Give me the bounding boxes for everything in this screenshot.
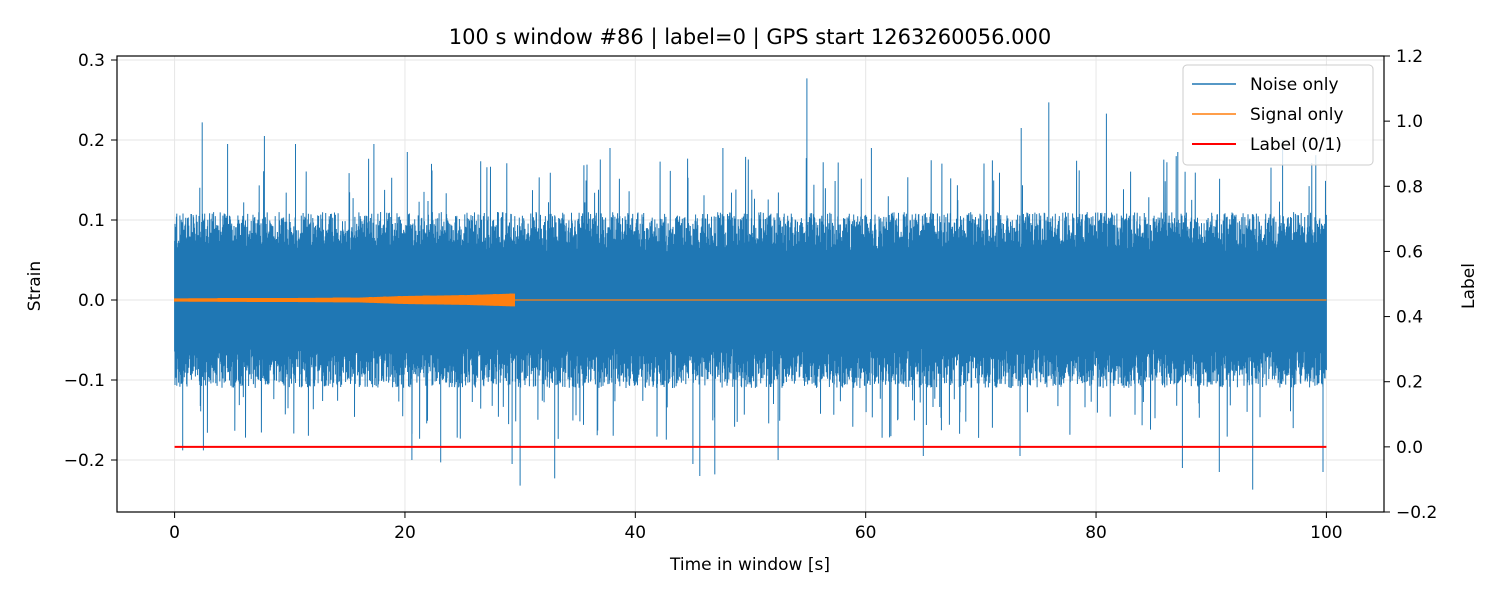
y2-tick-label: 0.4 xyxy=(1396,308,1423,328)
y-tick-label: 0.3 xyxy=(78,51,105,71)
y2-tick-label: 0.2 xyxy=(1396,373,1423,393)
legend-box xyxy=(1182,64,1374,166)
series-signal-only xyxy=(174,293,1327,307)
y-axis-ticks: −0.2 −0.1 0.0 0.1 0.2 0.3 xyxy=(64,51,117,471)
x-tick-label: 0 xyxy=(169,523,180,543)
plot-area xyxy=(174,78,1327,490)
legend-entry-label: Label (0/1) xyxy=(1250,135,1342,155)
y2-axis-ticks: −0.2 0.0 0.2 0.4 0.6 0.8 1.0 1.2 xyxy=(1384,47,1437,523)
y2-axis-label: Label xyxy=(1459,263,1479,309)
y-tick-label: 0.1 xyxy=(78,211,105,231)
chart-title: 100 s window #86 | label=0 | GPS start 1… xyxy=(449,25,1052,50)
x-tick-label: 60 xyxy=(855,523,877,543)
y2-tick-label: 0.8 xyxy=(1396,177,1423,197)
series-noise-only xyxy=(174,78,1327,490)
x-tick-label: 100 xyxy=(1310,523,1342,543)
plot-frame xyxy=(116,55,1385,513)
x-tick-label: 20 xyxy=(394,523,416,543)
y2-tick-label: −0.2 xyxy=(1396,503,1437,523)
x-tick-label: 40 xyxy=(624,523,646,543)
legend-entry-noise: Noise only xyxy=(1250,75,1339,95)
y-tick-label: 0.2 xyxy=(78,131,105,151)
x-axis-ticks: 0 20 40 60 80 100 xyxy=(169,512,1343,543)
x-axis-label: Time in window [s] xyxy=(669,555,830,575)
y-tick-label: −0.2 xyxy=(64,451,105,471)
y2-tick-label: 0.6 xyxy=(1396,242,1423,262)
y-tick-label: −0.1 xyxy=(64,371,105,391)
y-axis-label: Strain xyxy=(25,261,45,311)
legend-entry-signal: Signal only xyxy=(1250,105,1344,125)
y-tick-label: 0.0 xyxy=(78,291,105,311)
y2-tick-label: 1.0 xyxy=(1396,112,1423,132)
y2-tick-label: 0.0 xyxy=(1396,438,1423,458)
legend: Noise only Signal only Label (0/1) xyxy=(1182,64,1374,166)
x-tick-label: 80 xyxy=(1085,523,1107,543)
y2-tick-label: 1.2 xyxy=(1396,47,1423,67)
